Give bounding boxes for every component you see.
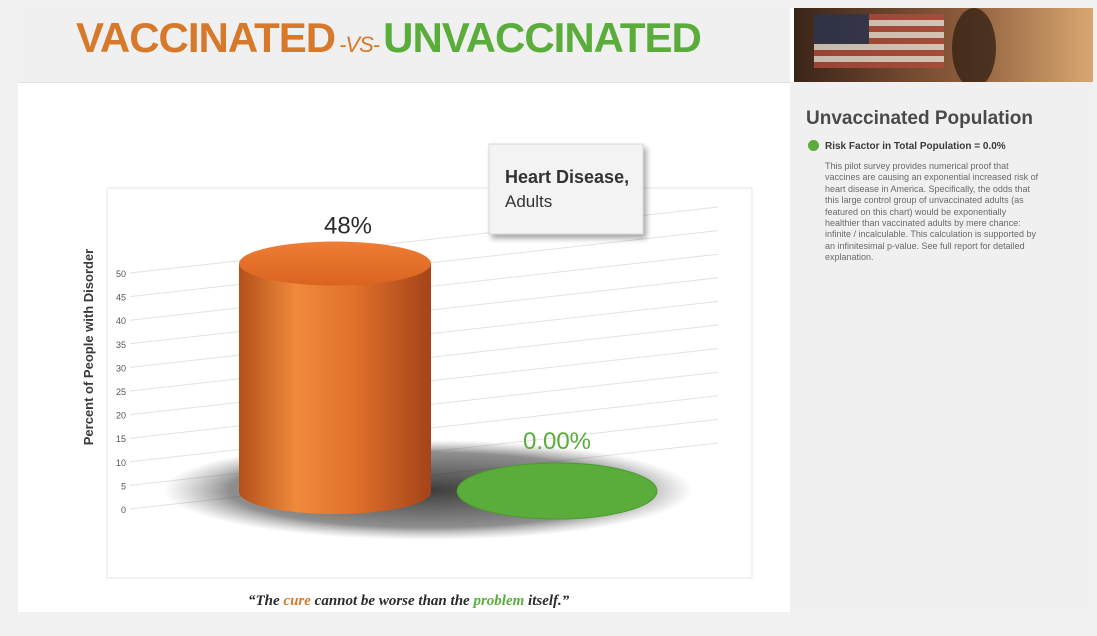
risk-factor-text: Risk Factor in Total Population = 0.0% bbox=[825, 141, 1006, 152]
title-vaccinated: VACCINATED bbox=[76, 14, 336, 61]
title-unvaccinated: UNVACCINATED bbox=[383, 14, 702, 61]
y-tick-label: 50 bbox=[116, 269, 126, 279]
bars: 48% 0.00% bbox=[239, 213, 658, 520]
sidebar-panel: Unvaccinated Population Risk Factor in T… bbox=[790, 82, 1093, 612]
title-vs: -VS- bbox=[339, 32, 380, 57]
plot-frame bbox=[106, 187, 753, 579]
y-tick-label: 15 bbox=[116, 434, 126, 444]
chart-title-box bbox=[488, 143, 644, 235]
y-tick-label: 35 bbox=[116, 340, 126, 350]
flag-photo bbox=[794, 8, 1093, 82]
quote-cure: cure bbox=[283, 593, 311, 609]
bar-vaccinated bbox=[239, 263, 431, 514]
chart-title-line2: Adults bbox=[505, 192, 552, 211]
y-tick-label: 10 bbox=[116, 458, 126, 468]
footer-quote: “The cure cannot be worse than the probl… bbox=[248, 593, 569, 610]
chart-area: 0 5 10 15 20 25 30 35 40 45 50 48% 0.00% Percent of… bbox=[18, 82, 790, 612]
flag-photo-image bbox=[794, 8, 1093, 82]
bar-top-vaccinated bbox=[239, 241, 431, 286]
bar-unvaccinated bbox=[456, 462, 658, 520]
y-tick-label: 30 bbox=[116, 363, 126, 373]
infographic-page: VACCINATED -VS-UNVACCINATED bbox=[18, 8, 1093, 612]
data-label-unvaccinated: 0.00% bbox=[523, 428, 591, 455]
quote-end: itself.” bbox=[524, 593, 570, 609]
risk-factor-line: Risk Factor in Total Population = 0.0% bbox=[808, 140, 1006, 152]
data-label-vaccinated: 48% bbox=[324, 213, 372, 240]
y-tick-label: 40 bbox=[116, 316, 126, 326]
quote-start: “The bbox=[248, 593, 284, 609]
green-dot-icon bbox=[808, 140, 819, 151]
y-tick-label: 0 bbox=[121, 505, 126, 515]
quote-middle: cannot be worse than the bbox=[310, 593, 474, 609]
y-tick-label: 45 bbox=[116, 293, 126, 303]
y-axis-label: Percent of People with Disorder bbox=[81, 249, 96, 446]
bar-chart: 0 5 10 15 20 25 30 35 40 45 50 48% 0.00% Percent of… bbox=[81, 143, 753, 579]
quote-problem: problem bbox=[473, 593, 525, 609]
y-tick-label: 20 bbox=[116, 411, 126, 421]
chart-title-line1: Heart Disease, bbox=[505, 167, 629, 187]
y-tick-labels: 0 5 10 15 20 25 30 35 40 45 50 bbox=[116, 269, 126, 515]
sidebar-heading: Unvaccinated Population bbox=[806, 108, 1033, 129]
sidebar-description: This pilot survey provides numerical pro… bbox=[825, 161, 1039, 263]
y-tick-label: 5 bbox=[121, 481, 126, 491]
header-banner: VACCINATED -VS-UNVACCINATED bbox=[18, 8, 790, 83]
page-title: VACCINATED -VS-UNVACCINATED bbox=[76, 10, 702, 73]
y-tick-label: 25 bbox=[116, 387, 126, 397]
